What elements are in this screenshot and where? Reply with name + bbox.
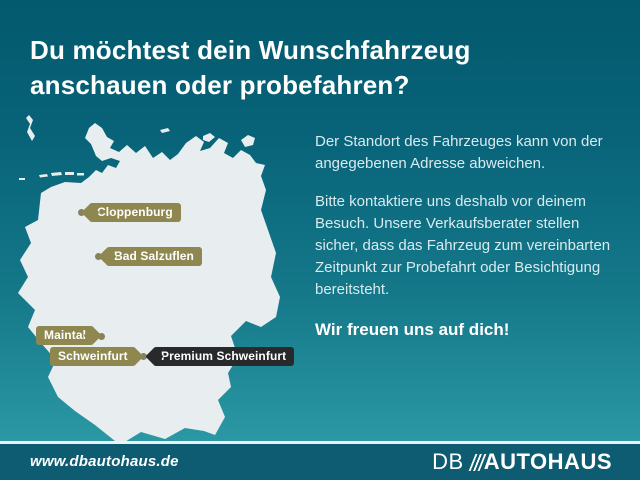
info-paragraph-2: Bitte kontaktiere uns deshalb vor deinem… — [315, 193, 611, 298]
island-strip-4 — [77, 173, 84, 176]
island-strip-1 — [39, 174, 48, 178]
island-strip-3 — [65, 172, 74, 175]
page-title-line2: anschauen oder probefahren? — [30, 70, 410, 100]
website-url: www.dbautohaus.de — [30, 453, 179, 470]
island-sylt — [26, 115, 35, 141]
island-strip-5 — [19, 178, 25, 180]
island-strip-2 — [51, 172, 62, 176]
page-title: Du möchtest dein Wunschfahrzeug anschaue… — [30, 33, 610, 103]
info-closing: Wir freuen uns auf dich! — [315, 320, 510, 339]
map-label-maintal: Maintal — [36, 326, 95, 345]
map-label-cloppenburg: Cloppenburg — [89, 203, 181, 222]
map-label-bad-salzuflen: Bad Salzuflen — [106, 247, 202, 266]
logo-db-text: DB — [432, 449, 464, 474]
germany-map — [18, 115, 280, 445]
info-paragraph-1: Der Standort des Fahrzeuges kann von der… — [315, 133, 603, 172]
page-title-line1: Du möchtest dein Wunschfahrzeug — [30, 35, 471, 65]
island-fehmarn — [203, 133, 215, 142]
marker-dot-schweinfurt — [140, 353, 147, 360]
map-label-schweinfurt: Schweinfurt — [50, 347, 136, 366]
island-small — [160, 128, 170, 133]
info-text-block: Der Standort des Fahrzeuges kann von der… — [315, 131, 613, 341]
footer-bar: www.dbautohaus.de DB AUTOHAUS — [0, 441, 640, 480]
logo-autohaus-text: AUTOHAUS — [483, 449, 612, 474]
map-label-premium-schweinfurt: Premium Schweinfurt — [153, 347, 295, 366]
marker-dot-maintal — [98, 333, 105, 340]
island-ruegen — [241, 135, 255, 147]
db-autohaus-logo: DB AUTOHAUS — [432, 444, 612, 480]
germany-outline — [18, 123, 280, 445]
